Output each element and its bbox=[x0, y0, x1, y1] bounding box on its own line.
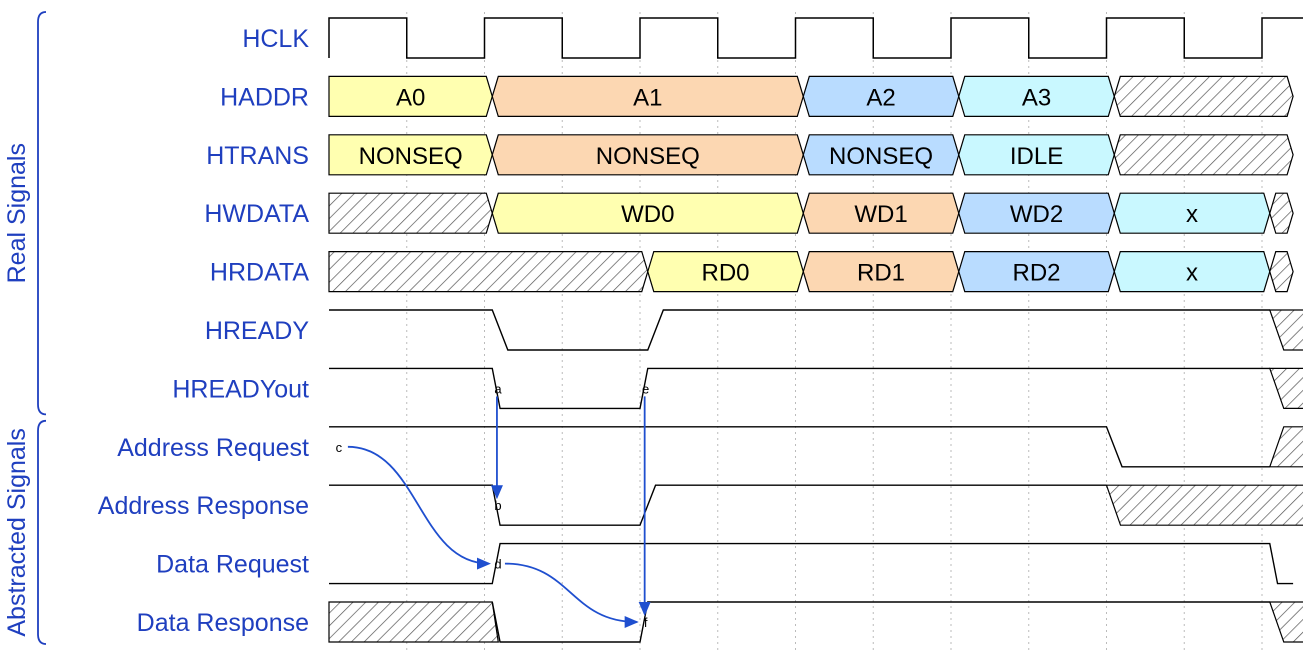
bus-value: IDLE bbox=[1010, 143, 1063, 170]
event-markers: a b c d e f bbox=[336, 381, 650, 630]
logic-wave bbox=[329, 309, 1270, 351]
bus-value: A3 bbox=[1022, 84, 1051, 111]
bus-segment bbox=[802, 192, 960, 234]
logic-wave bbox=[329, 367, 1270, 410]
bus-segment bbox=[802, 251, 960, 293]
trace-htrans: NONSEQ NONSEQ NONSEQ IDLE bbox=[328, 134, 1294, 176]
trace-hclk bbox=[328, 17, 1303, 59]
group-label: Real Signals bbox=[3, 143, 31, 283]
signal-label-hwdata: HWDATA bbox=[204, 200, 309, 228]
bus-segment bbox=[491, 75, 804, 117]
bus-value: A2 bbox=[866, 84, 895, 111]
bus-segment bbox=[802, 134, 960, 176]
logic-wave bbox=[329, 542, 1294, 585]
undefined-region bbox=[1268, 367, 1303, 409]
undefined-region bbox=[1105, 484, 1303, 526]
bus-segment bbox=[958, 75, 1115, 117]
logic-wave bbox=[491, 601, 1270, 643]
trace-hwdata: WD0 WD1 WD2 x bbox=[328, 192, 1294, 234]
time-gridlines bbox=[406, 12, 1263, 650]
signal-label-htrans: HTRANS bbox=[206, 142, 309, 170]
bus-value: RD0 bbox=[702, 260, 750, 287]
trace-hreadyout bbox=[329, 367, 1303, 410]
signal-label-data-resp: Data Response bbox=[137, 609, 309, 637]
bus-value: A0 bbox=[396, 84, 425, 111]
undefined-region bbox=[328, 601, 499, 643]
bus-segment bbox=[328, 251, 649, 293]
event-marker-c: c bbox=[336, 440, 343, 455]
bus-segment bbox=[958, 251, 1115, 293]
trace-hrdata: RD0 RD1 RD2 x bbox=[328, 251, 1294, 293]
arrow-d-to-f bbox=[504, 562, 639, 628]
bus-value: x bbox=[1186, 201, 1198, 228]
bus-value: NONSEQ bbox=[829, 143, 933, 170]
trace-hready bbox=[329, 309, 1303, 351]
signal-label-hready: HREADY bbox=[205, 317, 310, 345]
group-brace bbox=[37, 11, 47, 416]
event-marker-d: d bbox=[494, 557, 501, 572]
signal-labels: HCLK HADDR HTRANS HWDATA HRDATA HREADY HREADYo… bbox=[98, 25, 310, 637]
bus-segment bbox=[802, 75, 960, 117]
signal-label-data-req: Data Request bbox=[156, 551, 309, 579]
bus-value: NONSEQ bbox=[596, 143, 700, 170]
bus-segment bbox=[958, 192, 1115, 234]
bus-value: A1 bbox=[633, 84, 662, 111]
event-marker-e: e bbox=[642, 381, 649, 396]
bus-segment bbox=[1269, 192, 1294, 234]
event-marker-f: f bbox=[644, 615, 648, 630]
bus-segment bbox=[328, 134, 493, 176]
trace-addr-req bbox=[329, 426, 1303, 468]
bus-segment bbox=[1269, 251, 1294, 293]
bus-segment bbox=[491, 192, 804, 234]
bus-segment bbox=[958, 134, 1115, 176]
group-label: Abstracted Signals bbox=[3, 428, 31, 636]
bus-segment bbox=[1113, 192, 1271, 234]
trace-data-req bbox=[329, 542, 1294, 585]
bus-segment bbox=[328, 75, 493, 117]
bus-segment bbox=[1113, 251, 1271, 293]
bus-value: WD1 bbox=[854, 201, 907, 228]
undefined-region bbox=[1268, 426, 1303, 468]
signal-label-haddr: HADDR bbox=[220, 83, 309, 111]
signal-groups: Real Signals Abstracted Signals bbox=[3, 11, 47, 645]
bus-value: WD0 bbox=[621, 201, 674, 228]
signal-label-addr-resp: Address Response bbox=[98, 492, 309, 520]
event-marker-a: a bbox=[494, 381, 502, 396]
bus-value: WD2 bbox=[1010, 201, 1063, 228]
trace-addr-resp bbox=[329, 484, 1303, 526]
bus-value: x bbox=[1186, 260, 1198, 287]
undefined-region bbox=[1268, 309, 1303, 351]
trace-data-resp bbox=[328, 601, 1303, 643]
signal-traces: A0 A1 A2 A3 NONSEQ NONSEQ NONSEQ IDLE WD0 WD1 WD2 x… bbox=[328, 17, 1303, 643]
bus-segment bbox=[1113, 75, 1294, 117]
group-brace bbox=[37, 419, 47, 645]
bus-segment bbox=[491, 134, 804, 176]
signal-label-addr-req: Address Request bbox=[117, 434, 309, 462]
undefined-region bbox=[1268, 601, 1303, 643]
trace-haddr: A0 A1 A2 A3 bbox=[328, 75, 1294, 117]
signal-label-hreadyout: HREADYout bbox=[172, 375, 309, 403]
clock-wave bbox=[328, 17, 1303, 59]
logic-wave bbox=[329, 426, 1270, 468]
bus-segment bbox=[647, 251, 804, 293]
bus-value: NONSEQ bbox=[359, 143, 463, 170]
bus-value: RD1 bbox=[857, 260, 905, 287]
bus-segment bbox=[328, 192, 493, 234]
signal-label-hrdata: HRDATA bbox=[210, 259, 309, 287]
event-marker-b: b bbox=[494, 498, 501, 513]
bus-segment bbox=[1113, 134, 1294, 176]
causality-arrows bbox=[347, 396, 651, 628]
logic-wave bbox=[329, 484, 1107, 526]
bus-value: RD2 bbox=[1013, 260, 1061, 287]
signal-label-hclk: HCLK bbox=[242, 25, 309, 53]
arrow-c-to-d bbox=[347, 445, 491, 570]
